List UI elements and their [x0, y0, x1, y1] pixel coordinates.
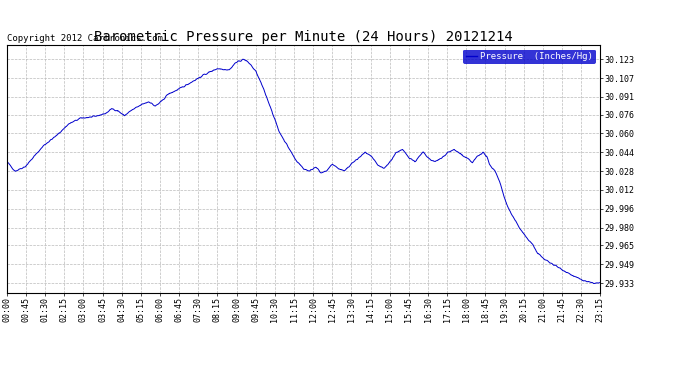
- Text: Copyright 2012 Cartronics.com: Copyright 2012 Cartronics.com: [7, 33, 163, 42]
- Legend: Pressure  (Inches/Hg): Pressure (Inches/Hg): [463, 50, 595, 64]
- Title: Barometric Pressure per Minute (24 Hours) 20121214: Barometric Pressure per Minute (24 Hours…: [95, 30, 513, 44]
